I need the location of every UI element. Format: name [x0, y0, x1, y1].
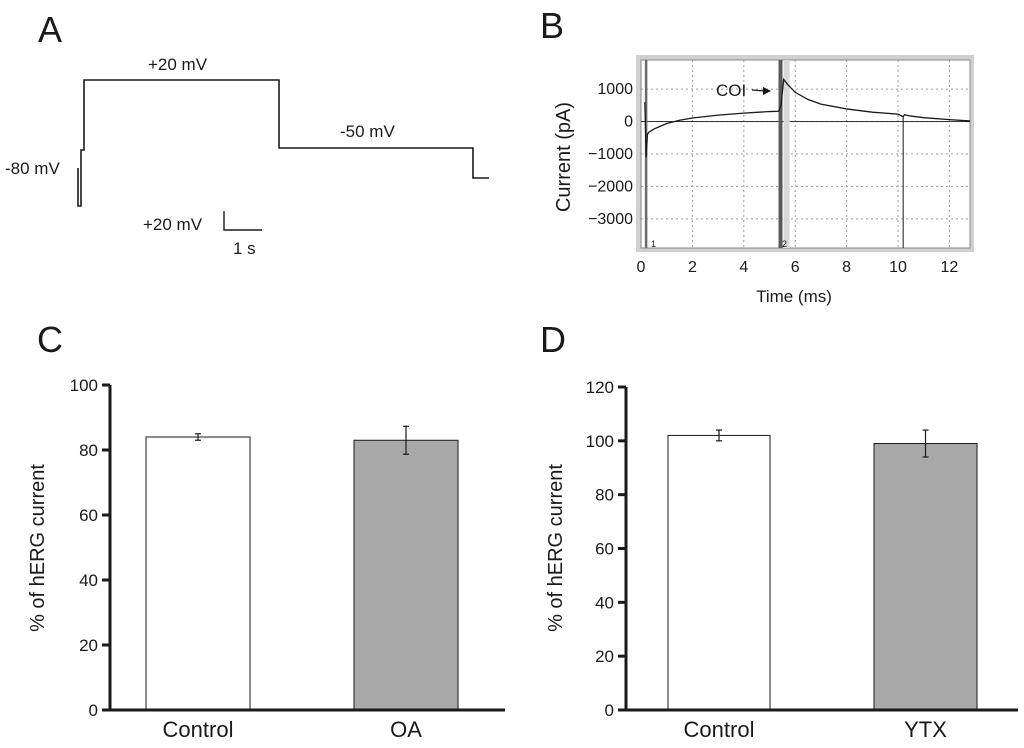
plot-area [640, 59, 971, 249]
c-error-bars [195, 425, 409, 455]
step2-voltage-label: -50 mV [340, 122, 395, 141]
cursor-marker-1: 1 [651, 239, 656, 249]
c-bars [145, 436, 459, 711]
d-y-tick-label: 0 [605, 701, 614, 720]
panel-a: A +20 mV -50 mV -80 mV +20 mV 1 s [5, 9, 489, 258]
voltage-protocol-trace [77, 79, 489, 207]
d-y-tick-label: 120 [586, 378, 614, 397]
b-y-tick-label: 0 [624, 114, 633, 131]
d-y-tick-label: 40 [595, 593, 614, 612]
c-y-axis-label: % of hERG current [27, 464, 49, 632]
b-x-axis-label: Time (ms) [756, 287, 832, 306]
d-y-axis-label: % of hERG current [545, 464, 567, 632]
b-y-tick-label: −1000 [588, 146, 633, 163]
cursor-2-shade [783, 60, 790, 248]
scale-bar [223, 211, 262, 231]
d-y-tick-label: 80 [595, 486, 614, 505]
d-bar-control [667, 434, 771, 711]
d-y-tick-label: 20 [595, 647, 614, 666]
b-x-tick-label: 8 [842, 259, 851, 276]
step1-voltage-label: +20 mV [148, 55, 208, 74]
d-y-tick-label: 100 [586, 432, 614, 451]
holding-voltage-label: -80 mV [5, 159, 60, 178]
d-bar-ytx [873, 443, 978, 711]
d-error-bar-ytx [922, 429, 929, 458]
cursor-2-band [778, 60, 783, 248]
b-y-tick-label: −2000 [588, 178, 633, 195]
c-error-bar-control [195, 433, 201, 441]
panel-d-letter: D [540, 319, 566, 360]
c-y-tick-label: 60 [79, 506, 98, 525]
d-y-tick-label: 60 [595, 540, 614, 559]
d-x-tick-label: YTX [904, 717, 947, 742]
c-bar-oa [353, 439, 459, 711]
b-x-tick-label: 4 [739, 259, 748, 276]
c-y-tick-label: 80 [79, 441, 98, 460]
d-error-bars [716, 429, 929, 458]
scale-bar-time-label: 1 s [233, 239, 256, 258]
panel-a-letter: A [38, 9, 62, 50]
c-bar-control [145, 436, 251, 711]
c-error-bar-oa [403, 425, 409, 455]
c-axes [108, 385, 505, 712]
panel-c: C 0 20 40 60 80 100 Control OA % of hERG curre… [27, 319, 505, 742]
c-y-tick-label: 40 [79, 571, 98, 590]
c-x-ticks: Control OA [163, 717, 423, 742]
coi-arrow [751, 87, 771, 95]
b-y-axis-label: Current (pA) [553, 102, 575, 212]
current-trace [644, 77, 971, 158]
c-y-ticks: 0 20 40 60 80 100 [70, 376, 110, 720]
panel-d: D 0 20 40 60 80 100 120 Control YTX % of hERG c… [540, 319, 1018, 742]
panel-c-letter: C [37, 319, 63, 360]
b-y-tick-label: −3000 [588, 211, 633, 228]
cursor-marker-2: 2 [782, 239, 787, 249]
c-y-tick-label: 100 [70, 376, 98, 395]
c-x-tick-label: Control [163, 717, 234, 742]
c-y-tick-label: 0 [89, 701, 98, 720]
d-x-tick-label: Control [684, 717, 755, 742]
b-y-tick-label: 1000 [597, 81, 633, 98]
b-x-tick-label: 10 [889, 259, 907, 276]
b-gridlines [641, 60, 970, 248]
d-error-bar-control [716, 429, 722, 442]
b-x-tick-label: 2 [688, 259, 697, 276]
d-bars [667, 434, 978, 711]
b-x-tick-label: 0 [637, 259, 646, 276]
coi-annotation: COI [716, 81, 746, 100]
b-x-tick-label: 6 [791, 259, 800, 276]
panel-b-letter: B [540, 5, 564, 46]
d-y-ticks: 0 20 40 60 80 100 120 [586, 378, 626, 720]
b-x-tick-label: 12 [941, 259, 959, 276]
c-x-tick-label: OA [390, 717, 422, 742]
b-y-ticks: 1000 0 −1000 −2000 −3000 [588, 81, 633, 228]
panel-b: B 1000 0 −1000 −2000 −3000 0 2 4 6 8 10 12 1 2 COI… [540, 5, 974, 306]
b-x-ticks: 0 2 4 6 8 10 12 [637, 259, 959, 276]
scale-bar-voltage-label: +20 mV [143, 215, 203, 234]
c-y-tick-label: 20 [79, 636, 98, 655]
d-x-ticks: Control YTX [684, 717, 948, 742]
